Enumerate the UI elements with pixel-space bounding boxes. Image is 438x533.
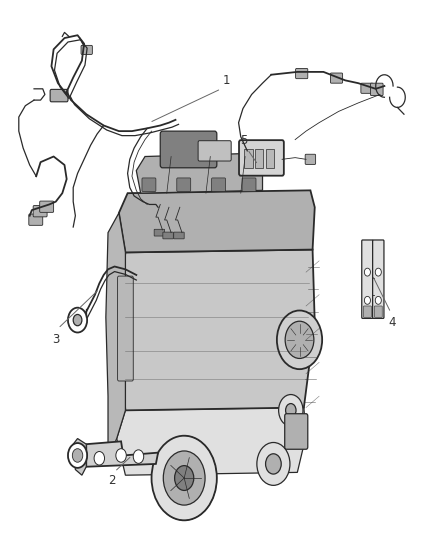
Circle shape <box>163 451 205 505</box>
FancyBboxPatch shape <box>163 232 173 239</box>
Circle shape <box>279 394 303 426</box>
FancyBboxPatch shape <box>117 276 133 381</box>
Circle shape <box>375 296 381 304</box>
FancyBboxPatch shape <box>154 229 165 236</box>
FancyBboxPatch shape <box>244 149 253 168</box>
Circle shape <box>175 466 194 490</box>
FancyBboxPatch shape <box>373 240 384 318</box>
FancyBboxPatch shape <box>254 149 263 168</box>
FancyBboxPatch shape <box>198 141 231 161</box>
FancyBboxPatch shape <box>239 140 284 176</box>
Polygon shape <box>106 213 125 458</box>
Circle shape <box>265 454 281 474</box>
Polygon shape <box>117 249 315 410</box>
Text: 3: 3 <box>52 333 60 346</box>
Circle shape <box>257 442 290 486</box>
Circle shape <box>72 449 83 462</box>
FancyBboxPatch shape <box>174 232 184 239</box>
Polygon shape <box>73 439 86 475</box>
FancyBboxPatch shape <box>265 149 274 168</box>
FancyBboxPatch shape <box>212 178 226 191</box>
FancyBboxPatch shape <box>81 45 92 54</box>
Text: 2: 2 <box>109 473 116 487</box>
FancyBboxPatch shape <box>50 90 68 102</box>
FancyBboxPatch shape <box>33 206 47 217</box>
FancyBboxPatch shape <box>374 306 382 317</box>
FancyBboxPatch shape <box>29 214 43 225</box>
FancyBboxPatch shape <box>362 240 373 318</box>
Circle shape <box>277 311 322 369</box>
FancyBboxPatch shape <box>242 178 256 191</box>
FancyBboxPatch shape <box>177 178 191 191</box>
Circle shape <box>133 450 144 463</box>
Circle shape <box>364 268 371 276</box>
FancyBboxPatch shape <box>364 306 371 317</box>
FancyBboxPatch shape <box>371 83 383 95</box>
Circle shape <box>286 403 296 417</box>
Polygon shape <box>117 408 306 475</box>
FancyBboxPatch shape <box>296 69 308 79</box>
FancyBboxPatch shape <box>361 83 373 93</box>
Text: 5: 5 <box>240 134 248 147</box>
Polygon shape <box>136 154 262 193</box>
FancyBboxPatch shape <box>330 73 343 83</box>
Circle shape <box>152 435 217 520</box>
Circle shape <box>364 296 371 304</box>
Circle shape <box>375 268 381 276</box>
FancyBboxPatch shape <box>285 414 308 449</box>
Polygon shape <box>86 441 158 467</box>
FancyBboxPatch shape <box>305 154 316 164</box>
Circle shape <box>116 449 126 462</box>
Polygon shape <box>119 190 315 253</box>
Circle shape <box>285 321 314 359</box>
Circle shape <box>68 308 87 333</box>
FancyBboxPatch shape <box>142 178 156 191</box>
Text: 1: 1 <box>223 74 230 87</box>
Circle shape <box>68 443 87 468</box>
FancyBboxPatch shape <box>40 201 53 212</box>
Circle shape <box>73 314 82 326</box>
Text: 4: 4 <box>389 316 396 329</box>
FancyBboxPatch shape <box>160 131 217 168</box>
Circle shape <box>94 451 105 465</box>
